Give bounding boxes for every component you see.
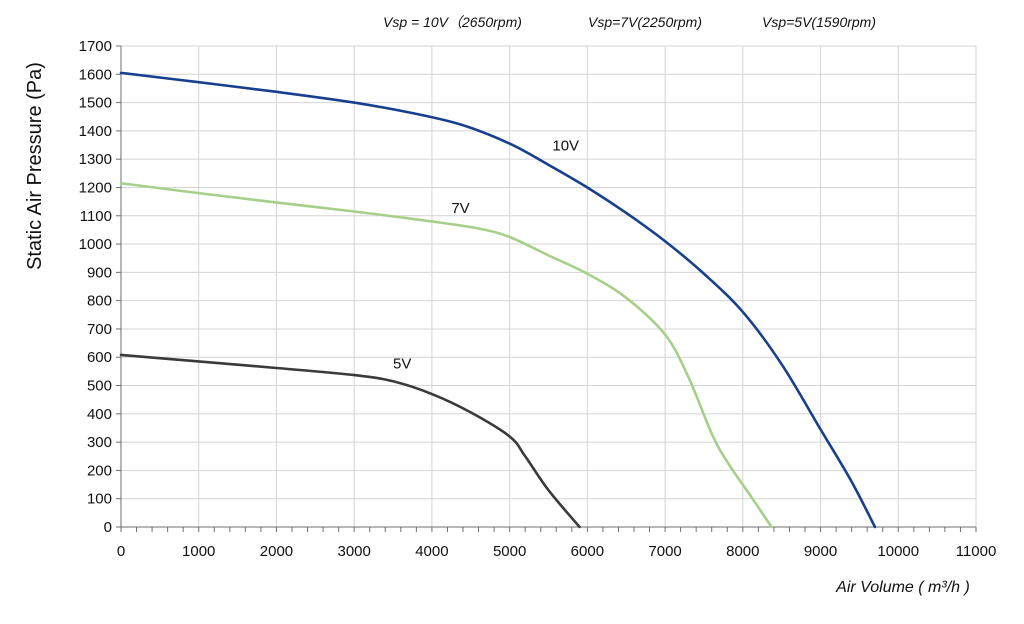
y-tick-label: 700 (87, 321, 112, 338)
x-tick-label: 1000 (182, 543, 215, 560)
x-tick-label: 4000 (415, 543, 448, 560)
x-tick-label: 8000 (726, 543, 759, 560)
legend-entry-2: Vsp=5V(1590rpm) (762, 14, 876, 30)
y-tick-label: 0 (104, 519, 112, 536)
y-tick-label: 100 (87, 491, 112, 508)
x-tick-label: 6000 (571, 543, 604, 560)
x-axis-label: Air Volume ( m³/h ) (835, 579, 970, 596)
legend-entry-0: Vsp = 10V（2650rpm) (383, 14, 522, 30)
series-line-10v (119, 71, 877, 529)
legend: Vsp = 10V（2650rpm) Vsp=7V(2250rpm) Vsp=5V(… (383, 14, 876, 30)
y-axis-label: Static Air Pressure (Pa) (24, 62, 46, 270)
y-tick-label: 1300 (79, 151, 112, 168)
series-line-5v (119, 353, 581, 529)
x-tick-label: 3000 (337, 543, 370, 560)
y-tick-label: 1500 (79, 95, 112, 112)
y-tick-label: 900 (87, 264, 112, 281)
y-tick-label: 300 (87, 434, 112, 451)
series-lines (119, 71, 877, 529)
y-tick-label: 1000 (79, 236, 112, 253)
x-tick-label: 11000 (956, 543, 997, 560)
curve-label-10v: 10V (552, 138, 579, 155)
y-tick-label: 1600 (79, 66, 112, 83)
y-tick-label: 200 (87, 462, 112, 479)
y-tick-label: 600 (87, 349, 112, 366)
x-tick-label: 2000 (260, 543, 293, 560)
curve-label-5v: 5V (393, 356, 411, 373)
y-tick-label: 500 (87, 378, 112, 395)
grid (121, 45, 977, 527)
y-tick-label: 1700 (79, 38, 112, 55)
x-tick-label: 7000 (648, 543, 681, 560)
legend-entry-1: Vsp=7V(2250rpm) (588, 14, 702, 30)
curve-labels: 10V 7V 5V (393, 138, 579, 373)
y-tick-label: 1100 (80, 208, 112, 225)
x-tick-label: 0 (117, 543, 125, 560)
y-tick-label: 400 (87, 406, 112, 423)
y-tick-label: 1400 (79, 123, 112, 140)
y-tick-label: 800 (87, 293, 112, 310)
axes: 0 100 200 300 400 500 600 700 800 900 1000 1100 1200… (79, 38, 997, 560)
curve-label-7v: 7V (451, 200, 469, 217)
series-line-7v (119, 181, 773, 529)
y-tick-label: 1200 (79, 179, 112, 196)
x-tick-label: 5000 (493, 543, 526, 560)
x-tick-label: 9000 (804, 543, 837, 560)
x-tick-label: 10000 (877, 543, 919, 560)
